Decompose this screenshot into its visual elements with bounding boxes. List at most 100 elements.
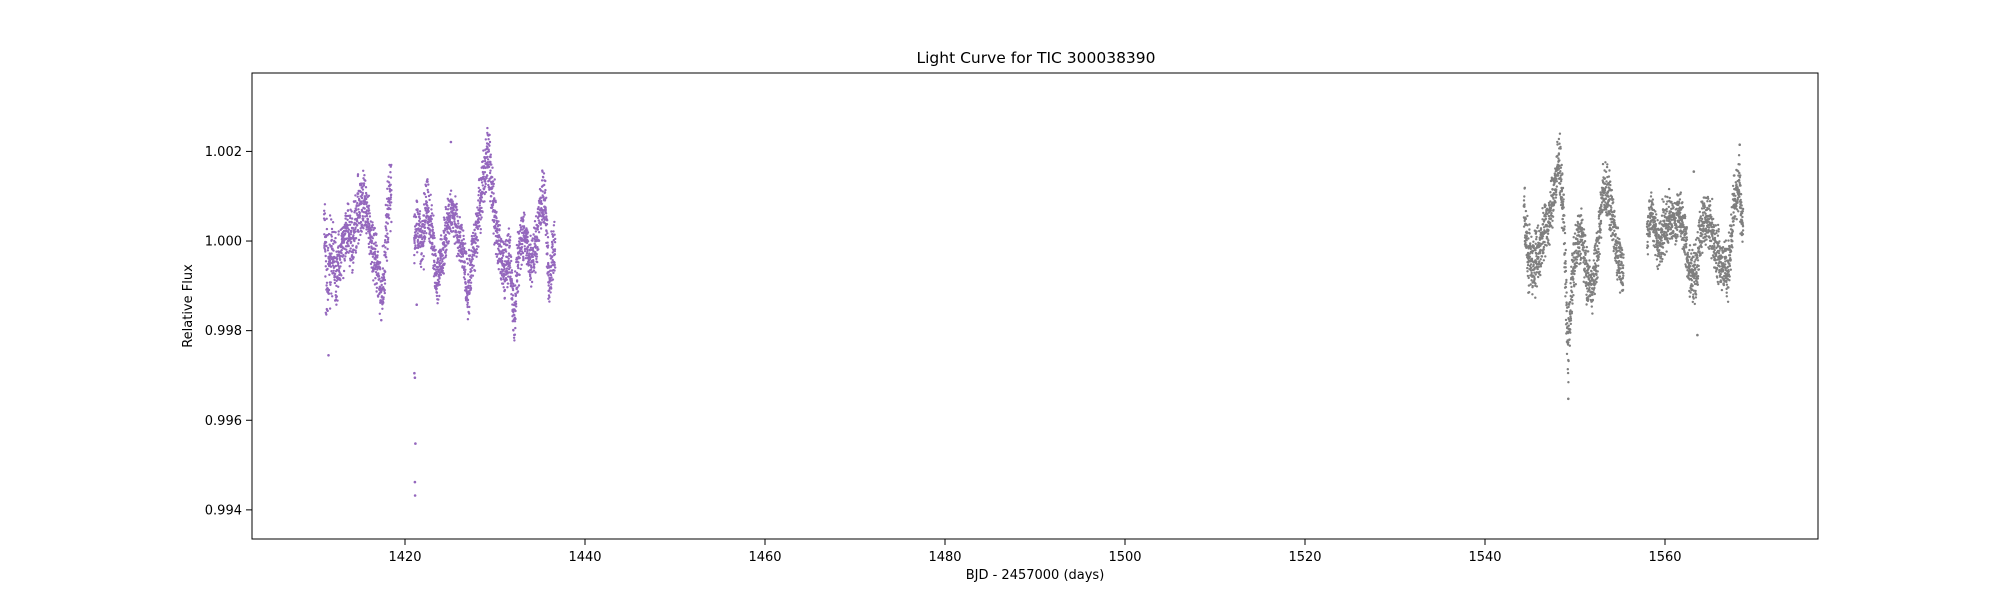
data-point	[390, 201, 393, 204]
data-point	[533, 242, 536, 245]
data-point	[521, 238, 524, 242]
data-point	[549, 273, 553, 277]
data-point	[546, 252, 549, 255]
data-point	[1561, 186, 1565, 190]
data-point	[347, 244, 350, 248]
data-point	[1543, 240, 1546, 244]
data-point	[1570, 310, 1574, 313]
data-point	[527, 261, 531, 264]
data-point	[456, 252, 460, 255]
data-point	[455, 205, 458, 209]
data-point	[1604, 211, 1608, 214]
data-point	[1741, 229, 1745, 232]
data-point	[347, 228, 351, 231]
data-point	[1585, 245, 1589, 249]
data-point	[350, 210, 353, 213]
data-point	[429, 229, 432, 232]
data-point	[416, 238, 420, 242]
data-point	[469, 286, 473, 290]
data-point	[1651, 201, 1654, 204]
data-point	[1682, 247, 1686, 250]
data-point	[513, 313, 516, 317]
data-point	[340, 249, 343, 252]
data-point	[1705, 229, 1708, 232]
data-point	[438, 294, 441, 298]
data-point	[363, 207, 366, 210]
data-point	[443, 218, 446, 221]
data-point	[381, 267, 385, 270]
data-point	[467, 286, 470, 290]
data-point	[1665, 231, 1668, 234]
data-point	[1706, 200, 1709, 203]
data-point	[1544, 204, 1547, 207]
data-point	[1567, 305, 1570, 309]
data-point	[368, 212, 371, 215]
data-point	[1617, 254, 1620, 257]
data-point	[1555, 193, 1558, 196]
data-point	[1574, 223, 1577, 227]
data-point	[1731, 246, 1734, 249]
data-point	[1619, 244, 1622, 247]
data-point	[444, 254, 448, 257]
data-point	[1685, 232, 1688, 235]
data-point	[476, 212, 479, 215]
data-point	[539, 189, 543, 192]
data-point	[508, 239, 512, 242]
data-point	[336, 278, 340, 281]
data-point	[1569, 282, 1572, 285]
data-point	[1569, 319, 1573, 322]
data-point	[514, 309, 517, 313]
data-point	[419, 221, 422, 224]
data-point	[470, 269, 473, 273]
data-point	[1693, 282, 1697, 286]
data-point	[1615, 274, 1619, 277]
data-point	[439, 273, 443, 277]
data-point	[1739, 193, 1743, 196]
data-point	[477, 186, 480, 190]
data-point	[1709, 213, 1712, 217]
data-point	[359, 227, 362, 230]
outlier-point	[413, 371, 416, 375]
data-point	[1688, 244, 1692, 247]
data-point	[365, 228, 368, 231]
data-point	[539, 222, 543, 225]
data-point	[373, 261, 376, 264]
data-point	[491, 176, 494, 179]
data-point	[376, 256, 379, 259]
data-point	[495, 255, 499, 258]
data-point	[424, 236, 427, 239]
data-point	[519, 224, 522, 227]
data-point	[1654, 216, 1657, 220]
data-point	[1664, 195, 1667, 198]
data-point	[471, 266, 474, 269]
data-point	[425, 232, 428, 235]
x-tick-label: 1560	[1648, 550, 1681, 565]
data-point	[354, 194, 357, 197]
data-point	[1726, 300, 1730, 303]
data-point	[458, 239, 461, 242]
data-point	[346, 218, 349, 221]
data-point	[356, 223, 359, 227]
data-point	[553, 269, 556, 272]
data-point	[1590, 305, 1594, 308]
data-point	[422, 244, 425, 247]
data-point	[540, 179, 544, 182]
data-point	[1668, 218, 1672, 221]
data-point	[449, 227, 452, 231]
data-point	[1549, 200, 1552, 203]
data-point	[1660, 236, 1664, 239]
data-point	[1559, 180, 1563, 183]
data-point	[1563, 227, 1566, 231]
data-point	[330, 270, 333, 273]
data-point	[1649, 195, 1653, 198]
outlier-point	[327, 354, 330, 357]
data-point	[1558, 142, 1561, 145]
data-point	[431, 242, 434, 246]
data-point	[426, 188, 429, 192]
data-point	[1702, 227, 1705, 230]
data-point	[1568, 344, 1572, 347]
data-point	[1585, 303, 1588, 306]
data-point	[1717, 252, 1721, 255]
data-point	[427, 183, 430, 186]
data-point	[359, 190, 362, 194]
